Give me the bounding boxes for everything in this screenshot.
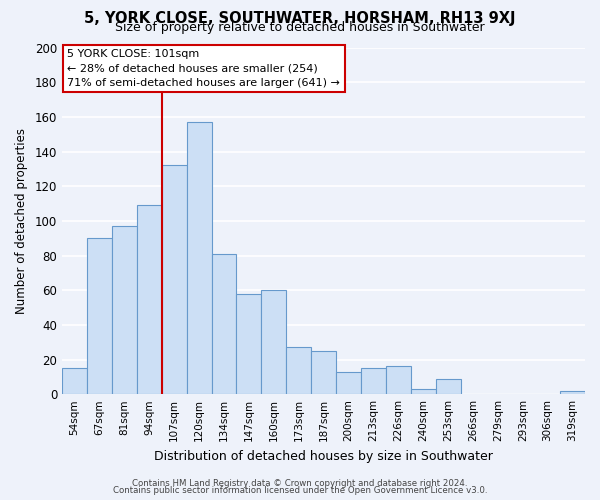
Bar — [411, 389, 436, 394]
Bar — [236, 294, 262, 394]
Text: Contains HM Land Registry data © Crown copyright and database right 2024.: Contains HM Land Registry data © Crown c… — [132, 478, 468, 488]
Bar — [361, 368, 386, 394]
Bar — [262, 290, 286, 394]
Bar — [436, 378, 461, 394]
Bar — [386, 366, 411, 394]
Text: Contains public sector information licensed under the Open Government Licence v3: Contains public sector information licen… — [113, 486, 487, 495]
X-axis label: Distribution of detached houses by size in Southwater: Distribution of detached houses by size … — [154, 450, 493, 462]
Bar — [560, 390, 585, 394]
Bar — [87, 238, 112, 394]
Bar — [212, 254, 236, 394]
Bar — [286, 348, 311, 394]
Text: Size of property relative to detached houses in Southwater: Size of property relative to detached ho… — [115, 21, 485, 34]
Bar — [162, 166, 187, 394]
Bar — [62, 368, 87, 394]
Bar — [187, 122, 212, 394]
Bar — [137, 205, 162, 394]
Bar — [311, 351, 336, 394]
Text: 5, YORK CLOSE, SOUTHWATER, HORSHAM, RH13 9XJ: 5, YORK CLOSE, SOUTHWATER, HORSHAM, RH13… — [84, 11, 516, 26]
Y-axis label: Number of detached properties: Number of detached properties — [15, 128, 28, 314]
Text: 5 YORK CLOSE: 101sqm
← 28% of detached houses are smaller (254)
71% of semi-deta: 5 YORK CLOSE: 101sqm ← 28% of detached h… — [67, 49, 340, 88]
Bar — [112, 226, 137, 394]
Bar — [336, 372, 361, 394]
